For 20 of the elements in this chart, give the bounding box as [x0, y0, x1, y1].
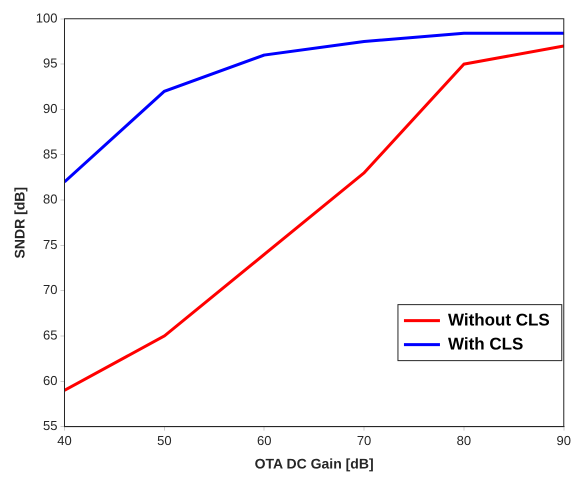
- x-tick-label: 50: [157, 432, 172, 448]
- x-tick-label: 90: [556, 432, 572, 448]
- y-tick-label: 55: [43, 418, 58, 434]
- x-tick-label: 40: [57, 432, 72, 448]
- y-tick-label: 80: [43, 192, 58, 207]
- x-tick-label: 70: [356, 432, 372, 448]
- y-tick-label: 75: [43, 236, 58, 252]
- y-tick-label: 95: [43, 56, 58, 71]
- legend-label: Without CLS: [448, 310, 550, 330]
- y-tick-label: 65: [43, 328, 58, 343]
- x-tick-label: 80: [456, 432, 472, 448]
- y-tick-label: 85: [43, 146, 58, 162]
- y-axis-title: SNDR [dB]: [11, 186, 28, 258]
- x-tick-label: 60: [256, 432, 272, 448]
- y-tick-label: 60: [43, 372, 58, 388]
- x-axis-title: OTA DC Gain [dB]: [254, 455, 374, 472]
- y-tick-label: 90: [43, 101, 58, 116]
- y-tick-label: 100: [36, 10, 58, 26]
- y-tick-label: 70: [43, 282, 58, 298]
- legend-label: With CLS: [448, 334, 524, 354]
